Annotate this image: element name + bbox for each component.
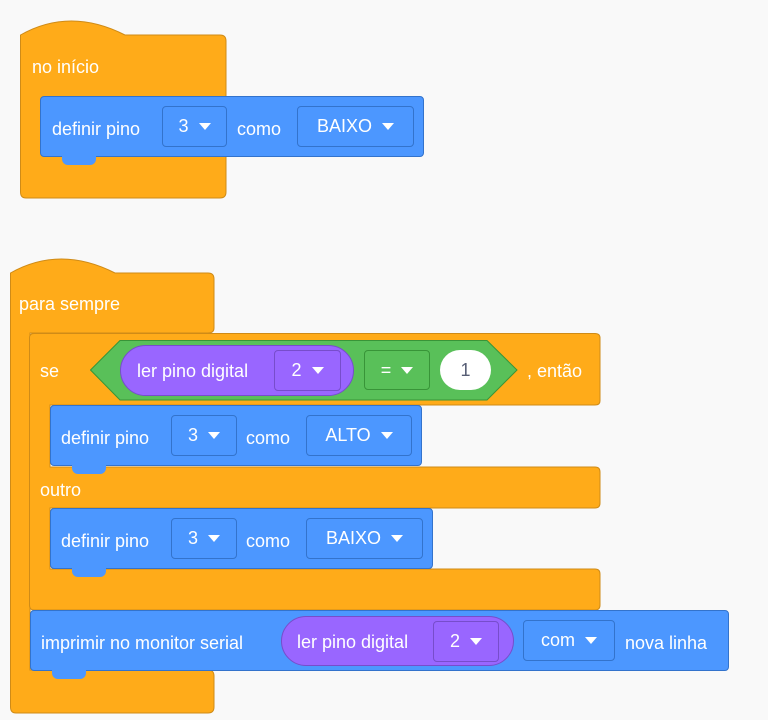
pin-value: 3 — [178, 116, 189, 136]
level-dropdown[interactable]: ALTO — [306, 415, 412, 456]
caret-down-icon — [382, 123, 395, 130]
caret-down-icon — [208, 535, 220, 542]
operator-value: = — [380, 359, 392, 380]
caret-down-icon — [208, 432, 220, 439]
set-pin-label: definir pino — [52, 119, 141, 139]
value-text: 1 — [460, 359, 471, 380]
caret-down-icon — [585, 637, 597, 644]
start-block[interactable]: no início — [20, 35, 226, 198]
read-digital-pin-reporter[interactable]: ler pino digital 2 — [281, 616, 514, 666]
level-value: BAIXO — [325, 528, 382, 548]
pin-value: 3 — [187, 528, 198, 548]
level-value: ALTO — [325, 425, 371, 445]
pin-dropdown[interactable]: 2 — [274, 350, 341, 391]
read-digital-pin-reporter[interactable]: ler pino digital 2 — [120, 345, 354, 396]
caret-down-icon — [380, 432, 393, 439]
pin-dropdown[interactable]: 2 — [433, 621, 499, 662]
reporter-label: ler pino digital — [297, 632, 409, 652]
start-block-label: no início — [32, 57, 100, 77]
level-value: BAIXO — [316, 116, 373, 136]
set-pin-label: definir pino — [61, 531, 150, 551]
block-connector — [72, 568, 106, 577]
else-label: outro — [40, 480, 82, 500]
reporter-label: ler pino digital — [137, 361, 249, 381]
como-label: como — [246, 531, 291, 551]
set-pin-low-block[interactable]: definir pino 3 como BAIXO — [50, 508, 433, 569]
pin-value: 3 — [187, 425, 198, 445]
if-else-shape — [29, 333, 601, 611]
pin-value: 2 — [449, 631, 460, 651]
then-label: , então — [527, 361, 583, 381]
como-label: como — [246, 428, 291, 448]
mode-value: com — [540, 630, 575, 650]
value-input[interactable]: 1 — [440, 350, 491, 390]
caret-down-icon — [391, 535, 404, 542]
caret-down-icon — [198, 123, 211, 130]
pin-dropdown[interactable]: 3 — [171, 415, 237, 456]
pin-dropdown[interactable]: 3 — [171, 518, 237, 559]
mode-dropdown[interactable]: com — [523, 620, 615, 661]
block-connector — [72, 465, 106, 474]
print-label: imprimir no monitor serial — [41, 633, 244, 653]
level-dropdown[interactable]: BAIXO — [297, 106, 414, 147]
set-pin-block[interactable]: definir pino 3 como BAIXO — [40, 96, 424, 157]
if-label: se — [40, 361, 60, 381]
forever-label: para sempre — [19, 294, 121, 314]
serial-print-block[interactable]: imprimir no monitor serial ler pino digi… — [30, 610, 729, 671]
set-pin-label: definir pino — [61, 428, 150, 448]
level-dropdown[interactable]: BAIXO — [306, 518, 423, 559]
newline-label: nova linha — [625, 633, 708, 653]
block-connector — [52, 670, 86, 679]
caret-down-icon — [470, 638, 482, 645]
como-label: como — [237, 119, 282, 139]
pin-value: 2 — [291, 360, 302, 380]
caret-down-icon — [401, 366, 414, 374]
caret-down-icon — [311, 367, 324, 374]
block-connector — [62, 156, 96, 165]
pin-dropdown[interactable]: 3 — [162, 106, 227, 147]
operator-dropdown[interactable]: = — [364, 350, 430, 390]
set-pin-high-block[interactable]: definir pino 3 como ALTO — [50, 405, 422, 466]
